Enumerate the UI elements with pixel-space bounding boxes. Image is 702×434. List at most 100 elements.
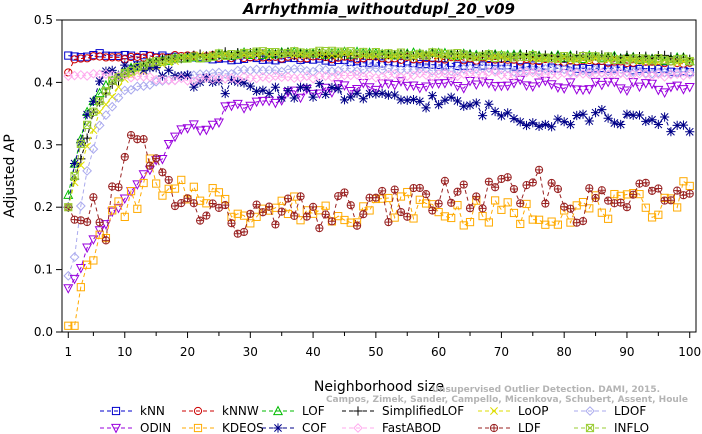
legend-marker bbox=[585, 406, 595, 416]
data-point bbox=[195, 216, 205, 225]
data-point bbox=[302, 212, 311, 221]
y-tick-label: 0.0 bbox=[34, 325, 53, 339]
data-point bbox=[271, 220, 280, 229]
data-point bbox=[446, 77, 457, 87]
data-point bbox=[654, 210, 663, 219]
data-point bbox=[546, 69, 557, 80]
legend-item-kdeos: KDEOS bbox=[182, 421, 264, 434]
data-point bbox=[220, 102, 231, 112]
data-point bbox=[177, 175, 186, 184]
data-point bbox=[320, 71, 331, 81]
plot-marks bbox=[63, 46, 695, 330]
data-point bbox=[64, 321, 73, 330]
data-point bbox=[453, 61, 462, 70]
data-point bbox=[157, 154, 168, 165]
data-point bbox=[88, 68, 99, 79]
data-point bbox=[277, 207, 286, 216]
data-point bbox=[509, 184, 519, 194]
data-point bbox=[214, 76, 224, 86]
data-point bbox=[421, 190, 431, 199]
data-point bbox=[634, 82, 645, 93]
data-point bbox=[120, 60, 130, 70]
data-point bbox=[233, 209, 242, 218]
data-point bbox=[334, 191, 343, 201]
legend-item-odin: ODIN bbox=[100, 421, 171, 434]
data-point bbox=[120, 212, 129, 221]
legend-item-simplifiedlof: SimplifiedLOF bbox=[342, 404, 464, 418]
data-point bbox=[534, 121, 544, 131]
data-point bbox=[70, 321, 79, 330]
data-point bbox=[665, 82, 676, 93]
data-point bbox=[685, 127, 695, 137]
data-point bbox=[208, 77, 218, 87]
data-point bbox=[113, 203, 124, 214]
data-point bbox=[578, 64, 588, 73]
data-point bbox=[258, 85, 268, 95]
data-point bbox=[201, 125, 212, 136]
data-point bbox=[89, 52, 98, 61]
data-point bbox=[64, 51, 73, 60]
data-point bbox=[202, 211, 211, 220]
data-point bbox=[515, 117, 525, 127]
x-tick-label: 70 bbox=[494, 345, 509, 359]
x-tick-label: 60 bbox=[431, 345, 446, 359]
data-point bbox=[565, 119, 576, 130]
data-point bbox=[458, 84, 469, 94]
data-point bbox=[359, 210, 368, 219]
data-point bbox=[578, 109, 588, 119]
data-point bbox=[628, 110, 638, 120]
data-point bbox=[352, 221, 362, 230]
data-point bbox=[64, 68, 73, 77]
data-point bbox=[88, 235, 99, 245]
data-point bbox=[295, 63, 306, 74]
legend-label: LDOF bbox=[614, 404, 646, 418]
data-point bbox=[641, 203, 650, 212]
data-point bbox=[364, 83, 375, 93]
series-fastabod bbox=[63, 67, 695, 86]
data-point bbox=[232, 48, 243, 58]
data-point bbox=[609, 118, 619, 128]
data-point bbox=[490, 67, 501, 77]
data-point bbox=[534, 165, 544, 174]
data-point bbox=[352, 69, 362, 80]
data-point bbox=[471, 68, 482, 79]
x-tick-label: 1 bbox=[64, 345, 72, 359]
data-point bbox=[659, 88, 670, 99]
legend-item-knn: kNN bbox=[100, 404, 165, 418]
data-point bbox=[327, 51, 337, 61]
legend-label: LoOP bbox=[518, 404, 549, 418]
data-point bbox=[459, 101, 469, 111]
data-point bbox=[654, 184, 663, 193]
data-point bbox=[257, 72, 268, 82]
data-point bbox=[283, 194, 293, 203]
data-point bbox=[377, 79, 388, 89]
data-point bbox=[559, 64, 570, 75]
data-point bbox=[383, 79, 394, 90]
data-point bbox=[521, 81, 532, 91]
legend-label: INFLO bbox=[614, 421, 649, 434]
data-point bbox=[145, 63, 155, 73]
y-axis-label: Adjusted AP bbox=[2, 134, 18, 218]
data-point bbox=[402, 64, 413, 75]
data-point bbox=[63, 284, 74, 294]
data-point bbox=[552, 83, 563, 93]
data-point bbox=[126, 52, 136, 62]
data-point bbox=[634, 110, 645, 120]
data-point bbox=[277, 93, 287, 103]
legend-marker bbox=[585, 423, 595, 433]
data-point bbox=[340, 188, 349, 197]
legend-label: LOF bbox=[302, 404, 325, 418]
data-point bbox=[101, 69, 111, 80]
data-point bbox=[578, 197, 588, 207]
data-point bbox=[503, 173, 512, 182]
data-point bbox=[251, 97, 262, 108]
data-point bbox=[378, 59, 387, 68]
data-point bbox=[182, 75, 193, 86]
data-point bbox=[421, 199, 431, 208]
data-point bbox=[246, 209, 255, 218]
data-point bbox=[604, 214, 613, 223]
data-point bbox=[396, 192, 406, 201]
data-point bbox=[107, 101, 118, 112]
data-point bbox=[465, 217, 475, 227]
legend-item-cof: COF bbox=[262, 421, 327, 434]
